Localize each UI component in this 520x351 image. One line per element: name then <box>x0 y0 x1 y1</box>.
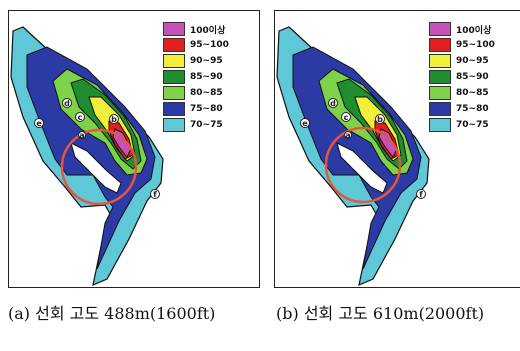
contour-100-over <box>378 128 398 158</box>
legend-swatch <box>163 86 185 100</box>
legend-swatch <box>429 102 451 116</box>
legend-swatch <box>163 54 185 68</box>
legend-label: 85~90 <box>456 72 489 82</box>
legend-swatch <box>163 118 185 132</box>
legend-item: 75~80 <box>163 101 229 117</box>
legend-swatch <box>163 38 185 52</box>
legend-item: 95~100 <box>429 37 495 53</box>
legend-item: 100이상 <box>429 21 495 37</box>
legend-label: 80~85 <box>456 88 489 98</box>
legend-swatch <box>429 38 451 52</box>
site-label-d: d <box>330 99 336 108</box>
legend-label: 85~90 <box>190 72 223 82</box>
legend-item: 90~95 <box>429 53 495 69</box>
noise-contour-map-b: d c b e f a <box>276 26 430 287</box>
legend: 100이상 95~100 90~95 85~90 80~85 75~80 70~… <box>163 21 229 133</box>
legend-label: 75~80 <box>190 104 223 114</box>
site-label-e: e <box>302 119 308 128</box>
site-label-b: b <box>377 115 383 124</box>
legend-label: 70~75 <box>190 120 223 130</box>
noise-contour-map-a: d c b e f a <box>10 26 164 287</box>
legend-item: 80~85 <box>429 85 495 101</box>
legend-item: 85~90 <box>429 69 495 85</box>
legend-swatch <box>163 22 185 36</box>
site-label-f: f <box>153 190 157 199</box>
legend-swatch <box>163 102 185 116</box>
legend-item: 70~75 <box>429 117 495 133</box>
legend-label: 75~80 <box>456 104 489 114</box>
site-label-d: d <box>64 99 70 108</box>
caption-b: (b) 선회 고도 610m(2000ft) <box>276 304 485 323</box>
site-label-e: e <box>36 119 42 128</box>
legend-item: 85~90 <box>163 69 229 85</box>
highlight-circle <box>60 128 138 206</box>
legend-item: 90~95 <box>163 53 229 69</box>
legend-label: 70~75 <box>456 120 489 130</box>
legend-item: 70~75 <box>163 117 229 133</box>
legend-swatch <box>163 70 185 84</box>
legend-label: 100이상 <box>190 25 226 36</box>
legend-label: 100이상 <box>456 25 492 36</box>
legend-label: 80~85 <box>190 88 223 98</box>
site-label-a: a <box>79 131 84 140</box>
site-label-c: c <box>78 113 83 122</box>
contour-map-panel-a: d c b e f a 100이상 95~100 90~95 85~90 80~… <box>8 10 260 288</box>
site-label-a: a <box>345 131 350 140</box>
site-markers: d c b e f a <box>300 98 426 199</box>
legend-label: 90~95 <box>190 56 223 66</box>
legend-item: 75~80 <box>429 101 495 117</box>
site-label-c: c <box>344 113 349 122</box>
legend-label: 90~95 <box>456 56 489 66</box>
site-markers: d c b e f a <box>34 98 160 199</box>
caption-a: (a) 선회 고도 488m(1600ft) <box>8 304 216 323</box>
site-label-f: f <box>419 190 423 199</box>
legend-item: 100이상 <box>163 21 229 37</box>
highlight-circle <box>324 126 402 204</box>
legend-swatch <box>429 86 451 100</box>
legend-label: 95~100 <box>456 40 495 50</box>
contour-map-panel-b: d c b e f a 100이상 95~100 90~95 85~90 80~… <box>274 10 520 288</box>
legend-label: 95~100 <box>190 40 229 50</box>
legend-swatch <box>429 22 451 36</box>
legend-item: 80~85 <box>163 85 229 101</box>
legend-item: 95~100 <box>163 37 229 53</box>
legend-swatch <box>429 118 451 132</box>
site-label-b: b <box>111 115 117 124</box>
white-gap <box>336 142 388 194</box>
white-gap <box>70 142 122 194</box>
legend-swatch <box>429 54 451 68</box>
legend-swatch <box>429 70 451 84</box>
legend: 100이상 95~100 90~95 85~90 80~85 75~80 70~… <box>429 21 495 133</box>
